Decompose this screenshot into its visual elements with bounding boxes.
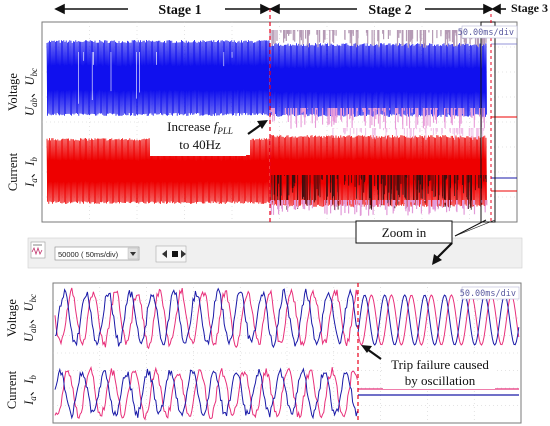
overview-timebase-box <box>461 25 518 39</box>
zoom-callout: Zoom in <box>355 219 496 265</box>
overview-current-pink-fringe <box>269 200 488 216</box>
zoom-current-ylabel: Current <box>5 370 19 409</box>
overview-voltage-trace-stage1 <box>46 39 270 117</box>
trip-annotation-line1: Trip failure caused <box>391 357 489 372</box>
overview-voltage-trace-stage2 <box>269 43 487 118</box>
overview-current-top-fringe <box>332 128 485 140</box>
stop-icon[interactable] <box>172 251 178 257</box>
zoom-arrow-head <box>432 254 442 265</box>
zoom-voltage-symbols: Uab、Ubc <box>22 294 38 342</box>
overview-voltage-envelope-pink <box>269 108 485 130</box>
overview-current-symbols: Ia、Ib <box>23 157 39 188</box>
overview-panel: Stage 1 Stage 2 Stage 3 50.00ms/div Volt… <box>6 1 548 223</box>
stage2-label: Stage 2 <box>368 3 411 18</box>
trip-annotation-line2: by oscillation <box>405 373 476 388</box>
zoom-voltage-ubc-posttrip <box>357 294 520 346</box>
zoom-current-symbols: Ia、Ib <box>22 375 38 406</box>
step-forward-icon[interactable] <box>181 250 186 258</box>
overview-voltage-ylabel: Voltage <box>6 73 20 111</box>
zoom-in-label: Zoom in <box>382 225 427 240</box>
stage3-label: Stage 3 <box>511 1 548 15</box>
increase-annotation-bg <box>150 117 250 155</box>
zoom-voltage-uab-pretrip <box>54 287 358 350</box>
stage3-zoom-box <box>480 21 496 223</box>
increase-annotation-line2: to 40Hz <box>179 137 221 152</box>
overview-voltage-gaps <box>78 52 233 104</box>
stage-arrows <box>54 3 506 15</box>
timebase-select-value: 50000 <box>58 250 79 259</box>
zoom-in-box <box>355 220 453 244</box>
waveform-small-icon[interactable] <box>30 241 46 259</box>
zoom-timebase-box <box>461 286 520 300</box>
zoom-current-ia-pretrip <box>54 365 358 421</box>
zoom-voltage-ubc-pretrip <box>54 287 358 349</box>
chevron-down-icon <box>130 252 136 256</box>
trip-arrow <box>361 345 382 360</box>
playback-controls[interactable] <box>155 245 187 263</box>
timebase-select-unit: ( 50ms/div) <box>81 250 119 259</box>
increase-annotation-line1: Increase fPLL <box>167 119 233 136</box>
increase-arrow <box>247 120 268 135</box>
overview-current-trace-stage1 <box>46 137 270 205</box>
trip-annotation-bg <box>383 355 495 389</box>
overview-current-ylabel: Current <box>6 152 20 191</box>
zoom-panel: 50.00ms/div Voltage Uab、Ubc Current Ia、I… <box>5 282 522 424</box>
step-back-icon[interactable] <box>162 250 167 258</box>
zoom-timebase-readout: 50.00ms/div <box>460 289 516 299</box>
overview-voltage-symbols: Uab、Ubc <box>23 68 39 116</box>
timebase-select[interactable]: 50000 ( 50ms/div) <box>54 246 140 261</box>
zoom-current-ib-pretrip <box>54 367 358 420</box>
overview-current-dark-fringe <box>271 175 487 210</box>
stage1-label: Stage 1 <box>158 3 201 18</box>
overview-current-trace-stage2 <box>269 134 487 208</box>
zoom-voltage-ylabel: Voltage <box>5 299 19 337</box>
overview-timebase-readout: 50.00ms/div <box>458 28 514 38</box>
